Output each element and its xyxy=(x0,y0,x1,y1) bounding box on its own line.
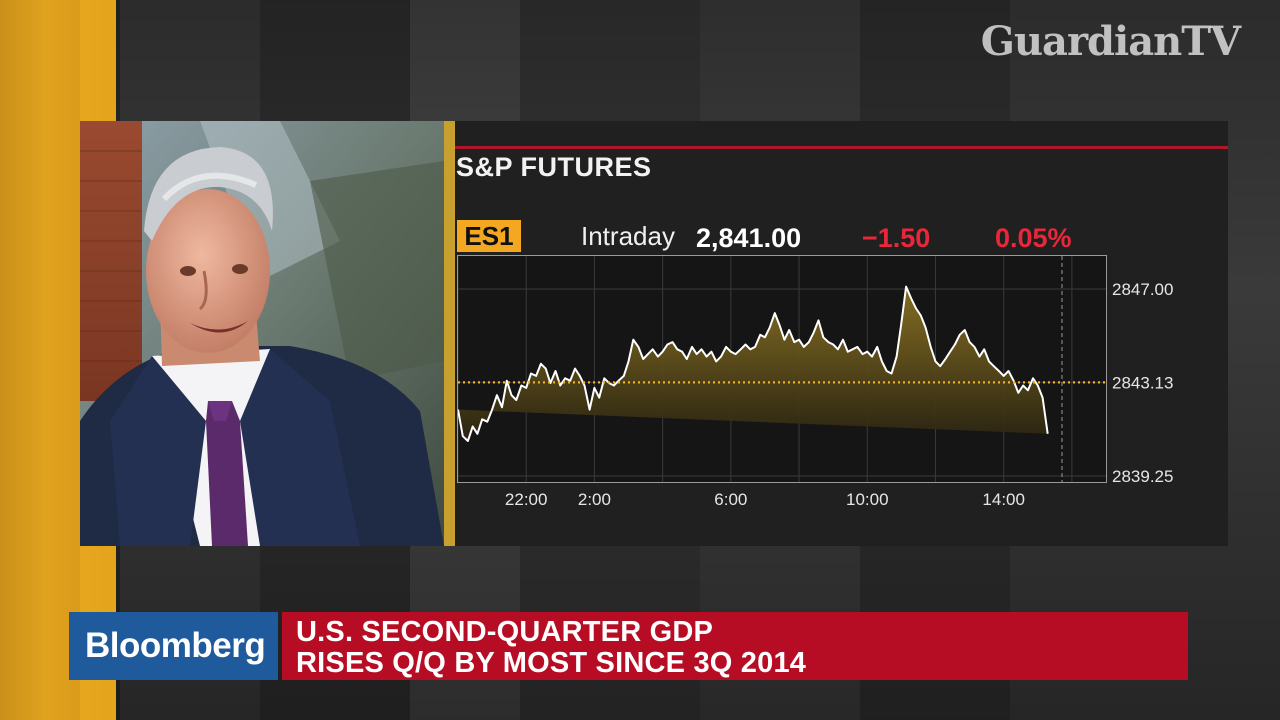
x-tick-label: 14:00 xyxy=(982,490,1025,509)
y-tick-label: 2847.00 xyxy=(1112,280,1173,299)
headline-box: U.S. SECOND-QUARTER GDP RISES Q/Q BY MOS… xyxy=(282,612,1188,680)
plot-frame xyxy=(457,255,1107,483)
ticker-badge: ES1 xyxy=(457,220,521,252)
anchor-illustration xyxy=(80,121,444,546)
guardiantv-watermark: GuardianTV xyxy=(980,18,1241,65)
x-tick-label: 2:00 xyxy=(578,490,611,509)
gold-divider xyxy=(444,121,455,546)
percent-change: 0.05% xyxy=(995,223,1072,253)
last-price: 2,841.00 xyxy=(696,223,802,253)
x-tick-label: 6:00 xyxy=(714,490,747,509)
bloomberg-logo: Bloomberg xyxy=(85,626,266,665)
x-tick-label: 22:00 xyxy=(505,490,548,509)
lower-third: Bloomberg U.S. SECOND-QUARTER GDP RISES … xyxy=(69,612,1188,680)
price-area xyxy=(458,286,1048,441)
y-tick-label: 2843.13 xyxy=(1112,373,1173,392)
price-line xyxy=(457,285,1049,442)
headline-line-1: U.S. SECOND-QUARTER GDP xyxy=(296,616,714,648)
x-tick-label: 10:00 xyxy=(846,490,889,509)
y-tick-label: 2839.25 xyxy=(1112,467,1173,486)
anchor-video-feed xyxy=(80,121,444,546)
net-change: −1.50 xyxy=(862,223,931,253)
panel-red-rule xyxy=(455,146,1228,149)
headline-line-2: RISES Q/Q BY MOST SINCE 3Q 2014 xyxy=(296,647,807,679)
panel-title: S&P FUTURES xyxy=(456,152,652,182)
bloomberg-logo-box: Bloomberg xyxy=(69,612,278,680)
intraday-label: Intraday xyxy=(581,221,675,251)
